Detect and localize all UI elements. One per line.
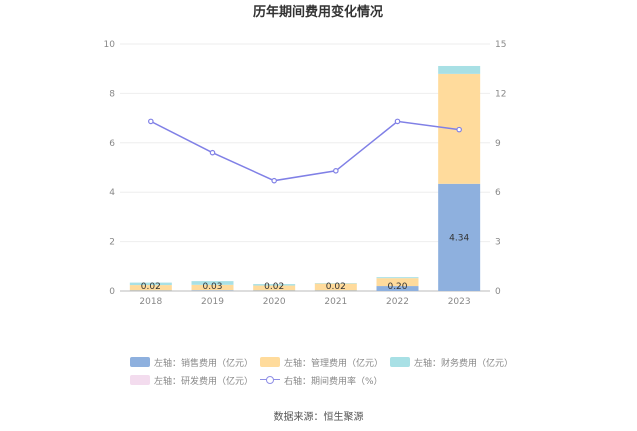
- legend-line-icon: [260, 375, 280, 385]
- x-axis-tick: 2018: [139, 297, 162, 307]
- right-axis-tick: 9: [495, 139, 501, 149]
- legend-swatch: [130, 357, 150, 367]
- bar-segment: [191, 290, 234, 291]
- x-axis-tick: 2019: [201, 297, 224, 307]
- legend-item-rate[interactable]: 右轴：期间费用率（%）: [260, 374, 400, 387]
- legend-swatch: [390, 357, 410, 367]
- rate-point: [333, 167, 339, 174]
- bar-segment: [314, 283, 357, 284]
- legend-label: 左轴：财务费用（亿元）: [414, 358, 514, 369]
- right-axis-tick: 0: [495, 287, 501, 297]
- sales-data-label: 0.02: [264, 282, 284, 292]
- bar-segment: [253, 285, 296, 291]
- right-axis-tick: 12: [495, 89, 506, 99]
- left-axis-tick: 8: [109, 89, 115, 99]
- left-axis-tick: 0: [109, 287, 115, 297]
- bar-segment: [438, 65, 481, 74]
- bar-segment: [376, 277, 419, 279]
- legend-item-admin[interactable]: 左轴：管理费用（亿元）: [260, 356, 390, 369]
- rate-point: [209, 149, 216, 156]
- data-labels: 0.02 0.03 0.02 0.02 0.20 4.34: [141, 233, 470, 292]
- bar-segment: [314, 290, 357, 292]
- rate-point: [456, 126, 462, 133]
- sales-data-label: 4.34: [449, 233, 469, 243]
- bars: [129, 65, 481, 292]
- x-axis-tick: 2023: [448, 297, 471, 307]
- sales-data-label: 0.03: [202, 282, 222, 292]
- legend-swatch: [260, 357, 280, 367]
- bar-segment: [191, 281, 234, 285]
- sales-data-label: 0.02: [141, 282, 161, 292]
- source-note: 数据来源：恒生聚源: [273, 412, 364, 423]
- bar-segment: [129, 282, 172, 286]
- legend-label: 右轴：期间费用率（%）: [284, 376, 383, 387]
- left-axis-tick: 6: [109, 139, 115, 149]
- rate-point: [271, 177, 277, 184]
- legend-label: 左轴：管理费用（亿元）: [284, 358, 384, 369]
- bar-segment: [314, 283, 357, 291]
- bar-segment: [191, 284, 234, 291]
- legend-item-finance[interactable]: 左轴：财务费用（亿元）: [390, 356, 530, 369]
- bar-segment: [376, 278, 419, 287]
- left-axis-tick: 2: [109, 238, 115, 248]
- sales-data-label: 0.20: [387, 282, 407, 292]
- rate-point: [148, 118, 154, 125]
- legend-swatch: [130, 375, 150, 385]
- left-axis-tick: 4: [109, 188, 115, 198]
- legend-item-rnd[interactable]: 左轴：研发费用（亿元）: [130, 374, 260, 387]
- sales-data-label: 0.02: [326, 282, 346, 292]
- rate-line: [148, 118, 462, 184]
- legend: 左轴：销售费用（亿元） 左轴：管理费用（亿元） 左轴：财务费用（亿元） 左轴：研…: [130, 353, 550, 389]
- right-axis-tick: 3: [495, 238, 501, 248]
- bar-segment: [129, 285, 172, 291]
- bar-segment: [253, 290, 296, 292]
- right-axis-tick: 6: [495, 188, 501, 198]
- x-axis-tick: 2022: [386, 297, 409, 307]
- x-axis-tick: 2020: [263, 297, 286, 307]
- legend-label: 左轴：销售费用（亿元）: [154, 358, 254, 369]
- bar-segment: [376, 286, 419, 291]
- legend-label: 左轴：研发费用（亿元）: [154, 376, 254, 387]
- grid: [120, 43, 490, 243]
- legend-item-sales[interactable]: 左轴：销售费用（亿元）: [130, 356, 260, 369]
- bar-segment: [438, 183, 481, 291]
- rate-point: [394, 118, 401, 125]
- axes: 0 2 4 6 8 10 0 3 6 9 12 15 2018 2019 2020 2021 2022 2023: [104, 40, 507, 307]
- bar-segment: [129, 290, 172, 292]
- bar-segment: [253, 284, 296, 286]
- right-axis-tick: 15: [495, 40, 506, 50]
- x-axis-tick: 2021: [324, 297, 347, 307]
- chart-title: 历年期间费用变化情况: [253, 4, 383, 20]
- rate-line-path: [150, 120, 460, 182]
- left-axis-tick: 10: [104, 40, 116, 50]
